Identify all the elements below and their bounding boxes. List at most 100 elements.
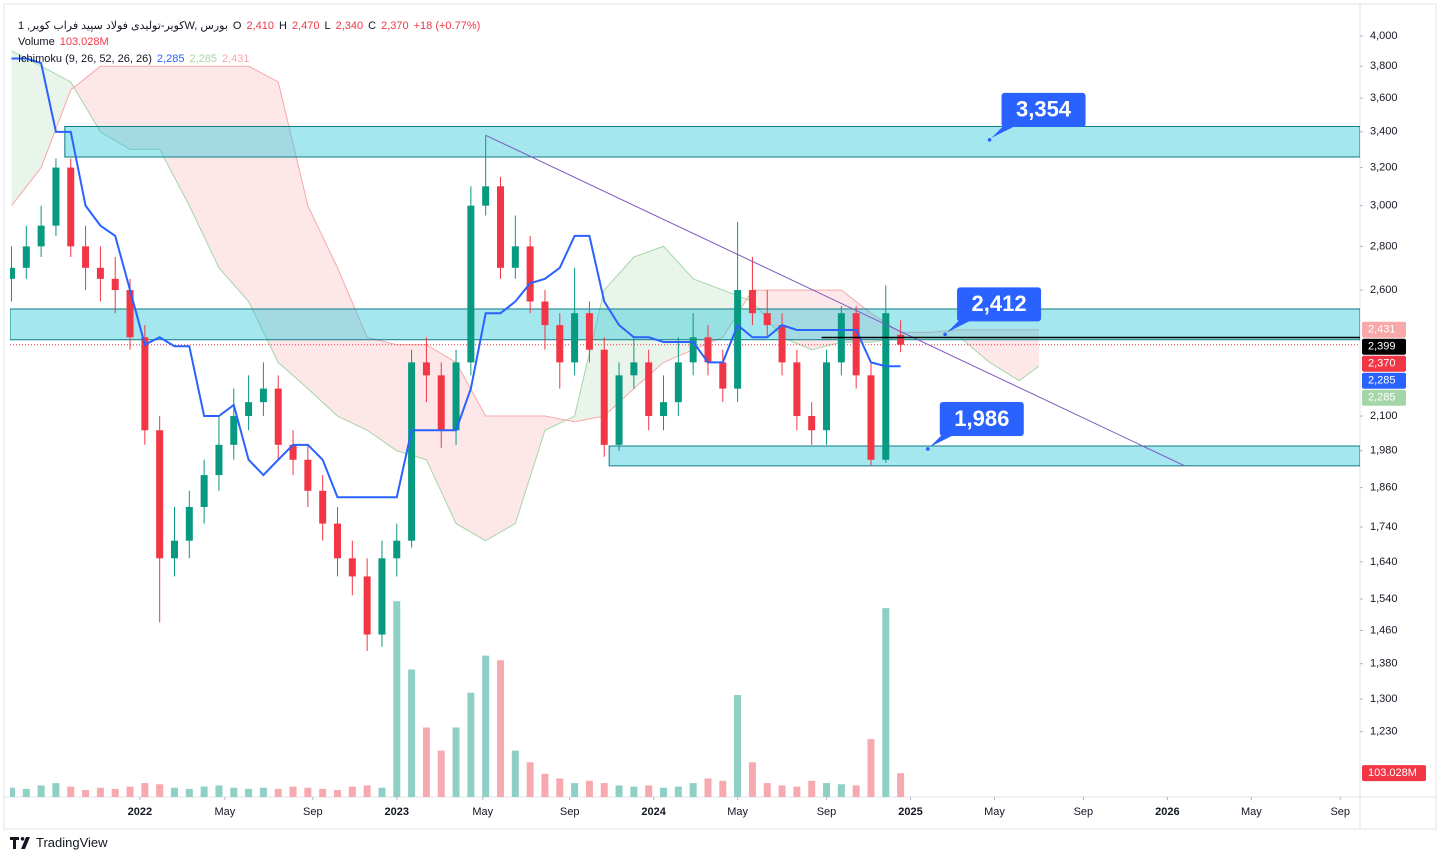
candle-body [437, 375, 445, 431]
cloud-segment [307, 205, 338, 417]
volume-bar [734, 695, 742, 797]
zone [608, 445, 1360, 467]
cloud-segment [367, 337, 397, 451]
x-tick-label: May [984, 806, 1005, 818]
y-tick-label: 1,980 [1370, 445, 1398, 457]
span-b-line [11, 65, 1039, 423]
zone [64, 125, 1360, 158]
candle-body [808, 416, 816, 431]
y-tick-label: 1,380 [1370, 658, 1398, 670]
candle-body [778, 325, 786, 363]
cloud-segment [900, 332, 931, 338]
candle-body [689, 337, 697, 363]
volume-bar [319, 788, 327, 797]
candle-body [67, 167, 75, 247]
candle-body [867, 375, 875, 460]
cloud-segment [782, 290, 812, 350]
x-tick-label: May [472, 806, 493, 818]
volume-bar [793, 786, 801, 797]
candle-body [333, 523, 341, 559]
candle-body [348, 558, 356, 577]
candle-body [289, 444, 297, 460]
candle-body [215, 444, 223, 476]
candle-body [497, 186, 505, 268]
volume-bar [408, 669, 416, 797]
volume-bar [704, 778, 712, 797]
legend-row: کویر-تولیدی فولاد سپید فراب کویر, 1W, بو… [18, 19, 485, 32]
candle-body [452, 362, 460, 431]
candle-body [823, 362, 831, 431]
candle-body [541, 301, 549, 326]
volume-bar [422, 727, 430, 797]
price-label: 2,285 [1368, 375, 1396, 387]
y-tick-label: 1,460 [1370, 624, 1398, 636]
volume-bar [82, 790, 90, 797]
volume-bar [37, 785, 45, 797]
volume-bar [10, 787, 15, 797]
price-label: 2,431 [1368, 324, 1396, 336]
x-tick-label: 2025 [898, 806, 922, 818]
candle-body [793, 362, 801, 417]
volume-bar [852, 785, 860, 797]
volume-bar [778, 785, 786, 797]
y-tick-label: 1,230 [1370, 725, 1398, 737]
volume-bar [67, 786, 75, 797]
ichimoku-value: 2,431 [221, 53, 250, 65]
cloud-segment [693, 278, 723, 350]
l-label: L [324, 20, 331, 32]
y-tick-label: 3,200 [1370, 161, 1398, 173]
volume-bar [719, 780, 727, 797]
volume-label: Volume [18, 36, 55, 48]
price-label: 2,370 [1368, 358, 1396, 370]
y-tick-label: 4,000 [1370, 30, 1398, 42]
y-tick-label: 3,400 [1370, 126, 1398, 138]
candle-body [600, 349, 608, 445]
y-tick-label: 2,100 [1370, 410, 1398, 422]
candle-body [22, 246, 30, 268]
y-tick-label: 3,800 [1370, 60, 1398, 72]
cloud-segment [218, 66, 249, 302]
volume-bar [289, 786, 297, 797]
volume-bar [363, 785, 371, 797]
price-label-box [1362, 355, 1406, 372]
brand-name: TradingView [36, 835, 108, 850]
x-tick-label: Sep [1074, 806, 1094, 818]
volume-bar [111, 788, 119, 797]
cloud-segment [159, 66, 190, 206]
cloud-segment [811, 290, 842, 350]
callout-anchor [925, 447, 930, 451]
volume-bar [897, 773, 905, 797]
callout-label: 2,412 [972, 291, 1027, 316]
y-tick-label: 3,000 [1370, 200, 1398, 212]
candle-body [319, 490, 327, 524]
volume-bar [185, 788, 193, 797]
callout-tail [991, 125, 1016, 138]
volume-bar [526, 762, 534, 797]
volume-bar [600, 783, 608, 797]
cloud-segment [41, 66, 71, 168]
x-tick-label: May [727, 806, 748, 818]
candle-body [304, 459, 312, 491]
volume-bar [156, 784, 164, 797]
open: 2,410 [246, 20, 274, 32]
candle-body [141, 337, 149, 431]
candle-body [645, 362, 653, 417]
candle-body [422, 362, 430, 376]
volume-bar [645, 785, 653, 797]
candle-body [734, 290, 742, 389]
high: 2,470 [291, 20, 320, 32]
volume-bar [200, 786, 208, 797]
volume-bar [259, 787, 267, 797]
volume-bar [497, 660, 505, 797]
x-tick-label: Sep [303, 806, 323, 818]
candle-body [719, 362, 727, 389]
change: +18 (+0.77%) [413, 20, 481, 32]
candle-body [185, 506, 193, 541]
callout-label: 3,354 [1016, 97, 1072, 122]
volume-bar [763, 783, 771, 797]
volume-label-box [1362, 765, 1426, 782]
candle-body [126, 290, 134, 338]
x-tick-label: 2022 [128, 806, 152, 818]
candle-body [674, 362, 682, 403]
